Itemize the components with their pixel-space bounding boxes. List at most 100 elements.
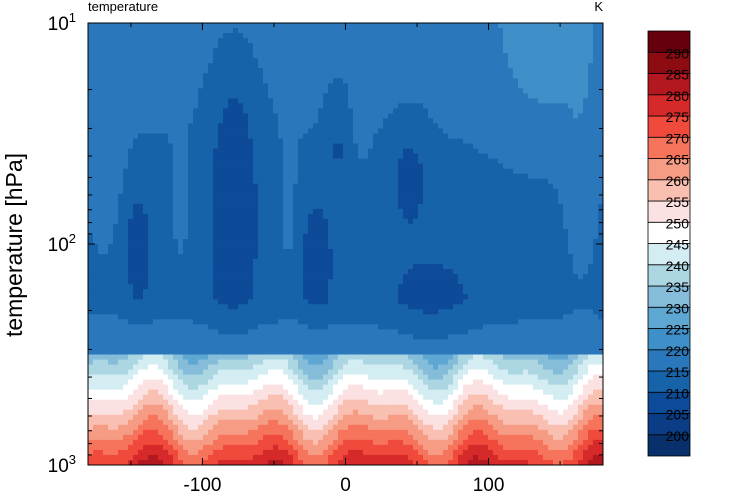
- contour-cell: [183, 113, 189, 120]
- contour-cell: [373, 213, 379, 220]
- contour-cell: [448, 223, 454, 230]
- contour-cell: [488, 53, 494, 59]
- contour-cell: [283, 178, 289, 185]
- contour-cell: [528, 78, 534, 84]
- contour-cell: [328, 203, 334, 210]
- contour-cell: [198, 123, 204, 130]
- contour-cell: [558, 138, 564, 145]
- contour-cell: [393, 173, 399, 180]
- contour-cell: [408, 128, 414, 135]
- contour-cell: [183, 168, 189, 175]
- contour-cell: [183, 63, 189, 69]
- contour-cell: [503, 138, 509, 145]
- contour-cell: [148, 233, 154, 240]
- contour-cell: [173, 183, 179, 190]
- contour-cell: [588, 238, 594, 245]
- contour-cell: [393, 188, 399, 195]
- contour-cell: [578, 108, 584, 115]
- contour-cell: [103, 238, 109, 245]
- contour-cell: [268, 78, 274, 84]
- contour-cell: [313, 23, 319, 29]
- contour-cell: [163, 138, 169, 145]
- contour-cell: [113, 118, 119, 125]
- contour-cell: [563, 133, 569, 140]
- contour-cell: [153, 28, 159, 34]
- contour-cell: [228, 73, 234, 79]
- contour-cell: [198, 188, 204, 195]
- contour-cell: [93, 238, 99, 245]
- contour-cell: [93, 213, 99, 220]
- contour-cell: [488, 208, 494, 215]
- contour-cell: [218, 178, 224, 185]
- contour-cell: [108, 73, 114, 79]
- contour-cell: [123, 33, 129, 39]
- contour-cell: [453, 78, 459, 84]
- contour-cell: [253, 238, 259, 245]
- contour-cell: [348, 38, 354, 44]
- contour-cell: [118, 63, 124, 69]
- contour-cell: [338, 148, 344, 155]
- contour-cell: [283, 133, 289, 140]
- contour-cell: [288, 208, 294, 215]
- contour-cell: [378, 118, 384, 125]
- contour-cell: [593, 198, 599, 205]
- contour-cell: [98, 68, 104, 74]
- contour-cell: [398, 138, 404, 145]
- contour-cell: [518, 213, 524, 220]
- contour-cell: [228, 133, 234, 140]
- contour-cell: [443, 123, 449, 130]
- contour-cell: [228, 88, 234, 94]
- contour-cell: [338, 188, 344, 195]
- contour-cell: [488, 88, 494, 94]
- contour-cell: [373, 38, 379, 44]
- contour-cell: [543, 208, 549, 215]
- contour-cell: [488, 63, 494, 69]
- contour-cell: [463, 43, 469, 49]
- contour-cell: [433, 38, 439, 44]
- contour-cell: [208, 108, 214, 115]
- contour-cell: [578, 83, 584, 89]
- contour-cell: [278, 193, 284, 200]
- contour-cell: [143, 264, 149, 270]
- contour-cell: [213, 73, 219, 79]
- contour-cell: [268, 23, 274, 29]
- contour-cell: [108, 28, 114, 34]
- contour-cell: [563, 88, 569, 94]
- contour-cell: [413, 28, 419, 34]
- contour-cell: [308, 153, 314, 160]
- contour-cell: [568, 203, 574, 210]
- contour-cell: [588, 133, 594, 140]
- contour-cell: [438, 228, 444, 235]
- contour-cell: [103, 213, 109, 220]
- contour-cell: [113, 128, 119, 135]
- contour-cell: [578, 183, 584, 190]
- contour-cell: [358, 193, 364, 200]
- contour-cell: [288, 33, 294, 39]
- contour-cell: [113, 178, 119, 185]
- contour-cell: [88, 218, 94, 225]
- contour-cell: [278, 133, 284, 140]
- contour-cell: [173, 68, 179, 74]
- contour-cell: [168, 244, 174, 250]
- contour-cell: [103, 223, 109, 230]
- contour-cell: [573, 188, 579, 195]
- contour-cell: [553, 128, 559, 135]
- contour-cell: [338, 158, 344, 165]
- contour-cell: [158, 63, 164, 69]
- contour-cell: [568, 188, 574, 195]
- contour-cell: [503, 178, 509, 185]
- contour-cell: [308, 178, 314, 185]
- contour-cell: [113, 203, 119, 210]
- contour-cell: [413, 183, 419, 190]
- contour-cell: [228, 53, 234, 59]
- contour-cell: [508, 103, 514, 109]
- contour-cell: [318, 103, 324, 109]
- contour-cell: [313, 163, 319, 170]
- contour-cell: [188, 63, 194, 69]
- contour-cell: [253, 264, 259, 270]
- contour-cell: [373, 178, 379, 185]
- contour-cell: [163, 83, 169, 89]
- contour-cell: [398, 98, 404, 104]
- contour-cell: [598, 63, 603, 69]
- contour-cell: [273, 208, 279, 215]
